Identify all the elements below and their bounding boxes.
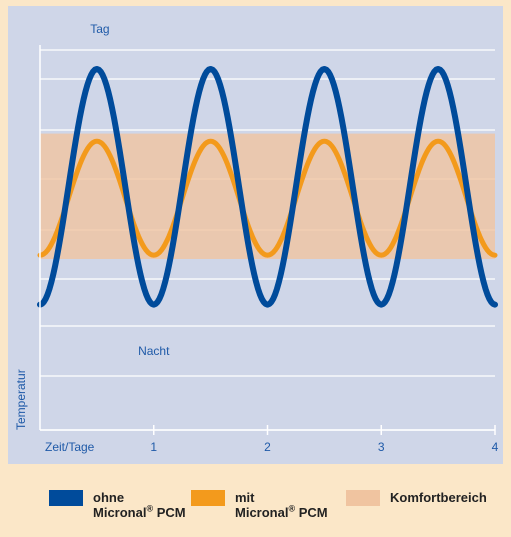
legend-label-mit-pcm: mit Micronal® PCM (235, 490, 328, 520)
x-tick-label-3: 3 (378, 440, 385, 454)
ohne-pcm-line (37, 66, 498, 308)
legend-item-mit-pcm: mit Micronal® PCM (191, 490, 328, 520)
x-tick-label-1: 1 (150, 440, 157, 454)
legend: ohne Micronal® PCM mit Micronal® PCM Kom… (0, 472, 511, 537)
legend-line2-mit-pcm: Micronal® PCM (235, 503, 328, 520)
legend-item-komfortbereich: Komfortbereich (346, 490, 487, 506)
legend-line2-ohne-pcm: Micronal® PCM (93, 503, 186, 520)
night-annotation: Nacht (138, 344, 170, 358)
tick-layer: 1 2 3 4 (150, 425, 499, 454)
series-layer (37, 66, 498, 308)
legend-swatch-mit-pcm (191, 490, 225, 506)
x-tick-label-4: 4 (492, 440, 499, 454)
legend-line1-ohne-pcm: ohne (93, 490, 125, 505)
x-axis-label: Zeit/Tage (45, 440, 95, 454)
day-annotation: Tag (90, 22, 109, 36)
legend-line1-komfortbereich: Komfortbereich (390, 490, 487, 505)
legend-item-ohne-pcm: ohne Micronal® PCM (49, 490, 186, 520)
legend-label-ohne-pcm: ohne Micronal® PCM (93, 490, 186, 520)
comfort-band (40, 133, 495, 259)
legend-line1-mit-pcm: mit (235, 490, 255, 505)
mit-pcm-line (37, 138, 498, 258)
y-axis-label: Temperatur (14, 369, 28, 430)
legend-swatch-komfortbereich (346, 490, 380, 506)
legend-swatch-ohne-pcm (49, 490, 83, 506)
temperature-chart: 1 2 3 4 Zeit/Tage Temperatur Tag Nacht (14, 22, 499, 454)
x-tick-label-2: 2 (264, 440, 271, 454)
legend-label-komfortbereich: Komfortbereich (390, 490, 487, 505)
